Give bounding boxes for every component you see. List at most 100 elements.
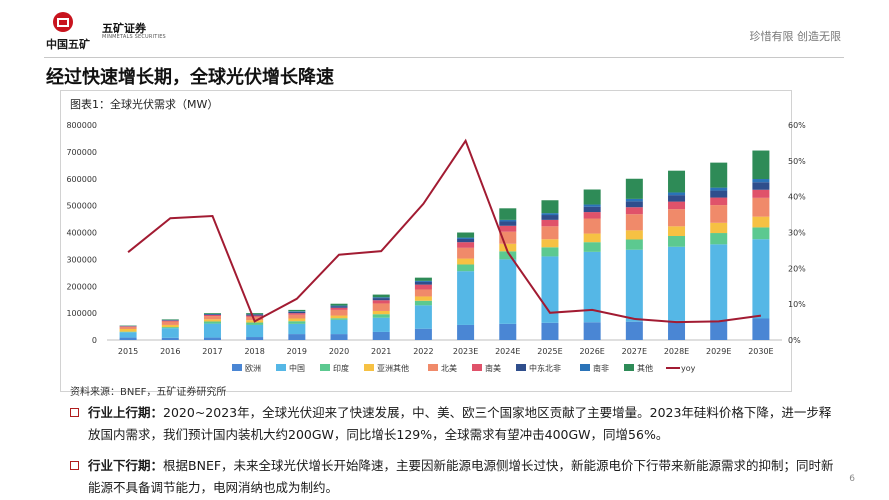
legend-label: 南非 [593, 363, 609, 373]
bar-segment [710, 205, 728, 223]
bar-segment [119, 337, 137, 340]
bar-segment [203, 337, 221, 340]
company-logo [53, 12, 73, 32]
bullet-square-icon [70, 461, 79, 470]
bar-segment [541, 322, 559, 340]
legend-swatch [428, 364, 438, 371]
bar-segment [668, 246, 686, 321]
chart-frame [60, 90, 792, 392]
bar-segment [161, 319, 179, 320]
y-left-tick-label: 600000 [66, 175, 97, 184]
minmetals-emblem-icon [53, 12, 73, 32]
bar-segment [288, 334, 306, 340]
bar-segment [414, 277, 432, 281]
bar-segment [752, 227, 770, 240]
bar-segment [372, 294, 390, 298]
bar-segment [752, 318, 770, 340]
bar-segment [710, 190, 728, 198]
source-note: 资料来源：BNEF，五矿证券研究所 [70, 387, 227, 398]
bar-segment [246, 313, 264, 315]
bar-segment [288, 313, 306, 315]
bar-segment [246, 322, 264, 325]
bar-segment [541, 219, 559, 227]
x-tick-label: 2026E [579, 347, 604, 356]
x-tick-label: 2029E [706, 347, 731, 356]
bar-segment [457, 271, 475, 325]
x-tick-label: 2025E [537, 347, 562, 356]
legend-label: 南美 [485, 363, 501, 373]
bar-segment [119, 331, 137, 333]
y-right-tick-label: 10% [788, 300, 806, 309]
bar-segment [161, 327, 179, 329]
y-left-tick-label: 100000 [66, 309, 97, 318]
bar-segment [246, 337, 264, 340]
bar-segment [625, 198, 643, 202]
y-right-tick-label: 20% [788, 264, 806, 273]
bar-segment [499, 323, 517, 340]
bar-segment [668, 235, 686, 247]
bar-segment [541, 215, 559, 220]
bar-segment [119, 332, 137, 338]
bar-segment [414, 284, 432, 290]
bar-segment [457, 238, 475, 243]
bar-segment [668, 226, 686, 236]
bar-segment [625, 201, 643, 208]
bar-segment [246, 324, 264, 338]
bar-segment [246, 316, 264, 321]
bar-segment [541, 213, 559, 216]
bar-segment [288, 309, 306, 312]
bar-segment [203, 316, 221, 320]
x-tick-label: 2030E [748, 347, 773, 356]
slogan: 珍惜有限 创造无限 [749, 30, 842, 43]
y-left-tick-label: 0 [92, 336, 97, 345]
x-tick-label: 2018 [244, 347, 264, 356]
bar-segment [161, 328, 179, 338]
x-tick-label: 2021 [371, 347, 391, 356]
bullet-lead: 行业上行期： [88, 405, 164, 420]
legend-label: 北美 [441, 363, 457, 373]
bar-segment [203, 323, 221, 338]
bar-segment [710, 233, 728, 245]
bar-segment [330, 318, 348, 320]
page-title: 经过快速增长期，全球光伏增长降速 [46, 67, 334, 88]
bar-segment [203, 314, 221, 316]
bar-segment [668, 192, 686, 196]
bar-segment [541, 200, 559, 214]
y-right-tick-label: 0% [788, 336, 801, 345]
bullet-text: 2020~2023年，全球光伏迎来了快速发展，中、美、欧三个国家地区贡献了主要增… [88, 405, 832, 442]
legend-label: 其他 [637, 363, 653, 373]
bar-segment [625, 249, 643, 322]
bar-segment [203, 313, 221, 314]
bar-segment [288, 311, 306, 312]
y-right-tick-label: 40% [788, 193, 806, 202]
bullet-upcycle: 行业上行期：2020~2023年，全球光伏迎来了快速发展，中、美、欧三个国家地区… [70, 402, 840, 446]
x-tick-label: 2016 [160, 347, 180, 356]
bar-segment [372, 317, 390, 332]
bar-segment [752, 197, 770, 217]
bar-segment [499, 208, 517, 220]
y-left-tick-label: 400000 [66, 229, 97, 238]
bar-segment [161, 320, 179, 321]
bar-segment [457, 258, 475, 265]
legend-label: 印度 [333, 363, 349, 373]
bar-segment [583, 242, 601, 252]
figure-label: 图表1：全球光伏需求（MW） [70, 98, 219, 111]
bar-segment [752, 216, 770, 228]
bar-segment [372, 310, 390, 315]
bullet-text: 根据BNEF，未来全球光伏增长开始降速，主要因新能源电源侧增长过快，新能源电价下… [88, 458, 834, 495]
legend-label: 中东北非 [529, 363, 561, 373]
legend-swatch [232, 364, 242, 371]
bar-segment [625, 230, 643, 240]
legend-swatch [516, 364, 526, 371]
bar-segment [457, 237, 475, 239]
bar-segment [161, 320, 179, 322]
bar-segment [457, 242, 475, 248]
y-left-tick-label: 500000 [66, 202, 97, 211]
bar-segment [710, 244, 728, 321]
bar-segment [668, 170, 686, 193]
legend-swatch [472, 364, 482, 371]
bar-segment [710, 187, 728, 191]
bar-segment [583, 204, 601, 207]
bar-segment [668, 201, 686, 210]
legend-label: 欧洲 [245, 363, 261, 373]
